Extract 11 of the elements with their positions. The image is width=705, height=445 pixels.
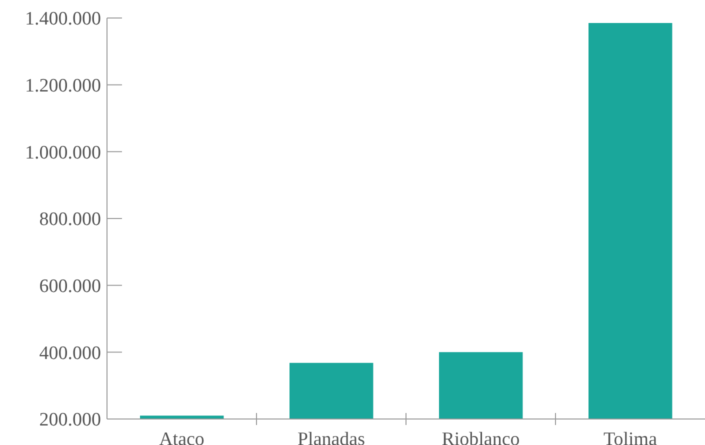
y-tick-label: 1.400.000 xyxy=(25,8,101,30)
x-tick-label: Ataco xyxy=(159,429,204,445)
x-tick-label: Tolima xyxy=(603,429,658,445)
y-tick-label: 1.000.000 xyxy=(25,142,101,164)
x-tick-label: Planadas xyxy=(297,429,366,445)
y-tick-label: 1.200.000 xyxy=(25,75,101,96)
y-tick-label: 200.000 xyxy=(39,410,101,431)
y-tick-label: 800.000 xyxy=(39,209,101,230)
x-tick-label: Rioblanco xyxy=(442,429,520,445)
y-tick-label: 600.000 xyxy=(39,276,101,297)
y-tick-label: 400.000 xyxy=(39,342,101,364)
